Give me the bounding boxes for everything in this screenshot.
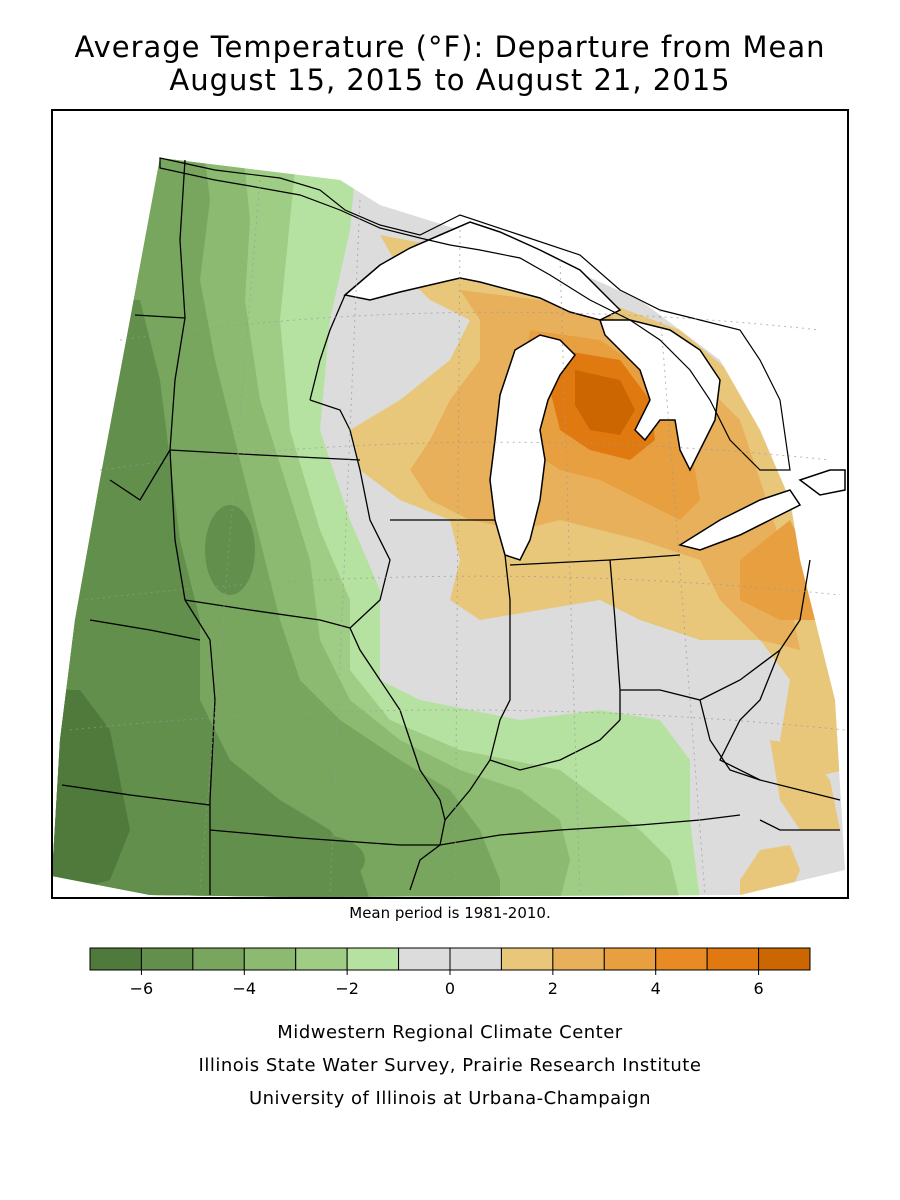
legend-swatch [552,947,605,971]
graticule [69,179,846,896]
credit-line-3: University of Illinois at Urbana-Champai… [248,1088,652,1109]
legend-swatch [398,947,451,971]
legend-tick-label: 4 [651,979,661,998]
legend-tick-label: −6 [130,979,154,998]
legend-swatch [655,947,708,971]
lake-ontario [798,469,846,496]
legend-swatch [500,947,554,971]
legend-swatch [295,947,348,971]
state-boundaries [61,159,841,895]
legend-swatch [140,947,194,971]
legend-swatch [89,947,142,971]
legend-tick-label: 0 [445,979,455,998]
map-date-range: August 15, 2015 to August 21, 2015 [169,63,731,97]
map-title: Average Temperature (°F): Departure from… [74,30,826,64]
legend-swatch [449,947,502,971]
legend-swatch [603,947,657,971]
legend-ticks: −6 −4 −2 0 2 4 6 [130,970,764,998]
mean-period-note: Mean period is 1981-2010. [349,904,551,922]
great-lakes [343,221,846,561]
legend-swatch [192,947,245,971]
contour-fill [52,158,845,897]
legend-tick-label: −4 [232,979,256,998]
legend-swatch [758,947,811,971]
legend-swatch [706,947,760,971]
legend-tick-label: 2 [548,979,558,998]
credit-line-1: Midwestern Regional Climate Center [277,1022,623,1043]
legend-swatch [243,947,297,971]
map-frame [51,109,849,899]
lake-michigan [489,334,576,561]
lake-superior [343,221,622,321]
legend-colorbar [89,947,811,971]
legend-tick-label: −2 [335,979,359,998]
credit-line-2: Illinois State Water Survey, Prairie Res… [198,1055,702,1076]
canada-area [159,157,791,471]
lake-huron [598,319,721,472]
lake-erie [678,489,802,551]
legend-tick-label: 6 [753,979,763,998]
legend-swatch [346,947,400,971]
